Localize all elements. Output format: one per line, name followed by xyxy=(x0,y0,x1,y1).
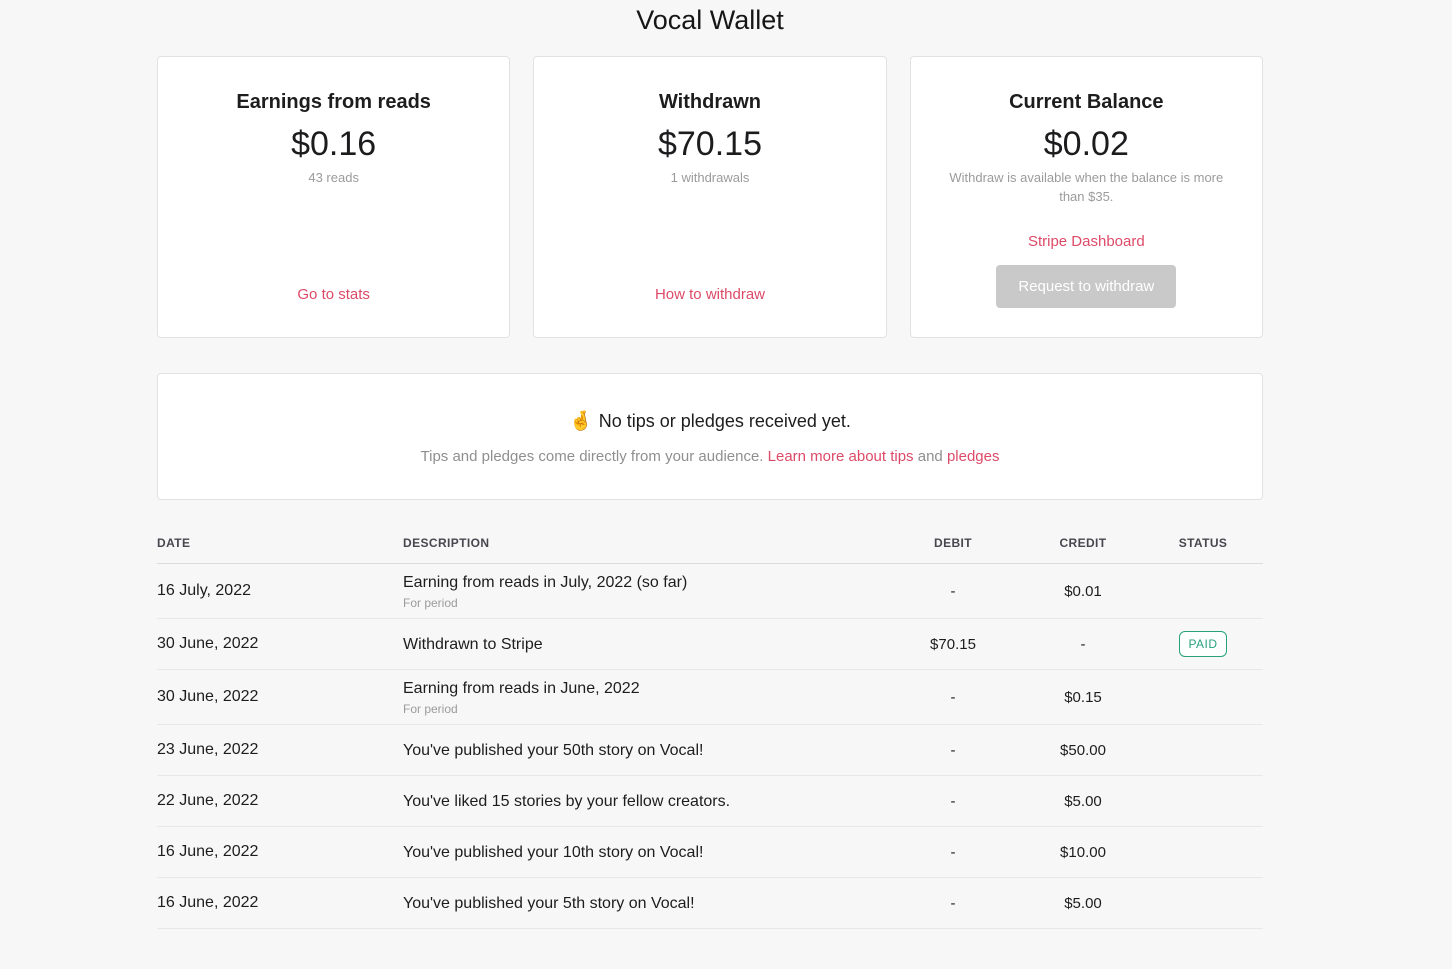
earnings-card-heading: Earnings from reads xyxy=(236,91,431,113)
transaction-credit: - xyxy=(1080,635,1086,653)
transaction-description: Earning from reads in June, 2022 For per… xyxy=(403,678,883,716)
withdrawn-card-heading: Withdrawn xyxy=(658,91,761,113)
earnings-amount: $0.16 xyxy=(291,125,377,163)
transaction-description: You've liked 15 stories by your fellow c… xyxy=(403,791,883,812)
column-header-description: Description xyxy=(403,536,490,550)
transaction-debit: $70.15 xyxy=(930,635,976,653)
column-header-debit: Debit xyxy=(934,536,972,550)
column-header-status: Status xyxy=(1178,536,1228,550)
learn-more-tips-link[interactable]: Learn more about tips xyxy=(767,448,914,465)
transaction-description-main: You've published your 5th story on Vocal… xyxy=(403,894,695,912)
transaction-description-main: Withdrawn to Stripe xyxy=(403,635,543,653)
stripe-dashboard-link[interactable]: Stripe Dashboard xyxy=(1027,233,1145,250)
column-header-credit: Credit xyxy=(1059,536,1107,550)
transaction-description-main: Earning from reads in July, 2022 (so far… xyxy=(403,574,688,591)
withdraw-threshold-note: Withdraw is available when the balance i… xyxy=(949,170,1224,204)
transaction-debit: - xyxy=(950,843,956,861)
transaction-date: 22 June, 2022 xyxy=(157,792,259,809)
transactions-table: Date Description Debit Credit Status 16 … xyxy=(157,536,1263,939)
transactions-header-row: Date Description Debit Credit Status xyxy=(157,536,1263,564)
transaction-description: Withdrawn to Stripe xyxy=(403,634,883,655)
summary-cards: Earnings from reads $0.16 43 reads Go to… xyxy=(157,56,1263,338)
transaction-credit: $5.00 xyxy=(1064,894,1102,912)
transaction-debit: - xyxy=(950,741,956,759)
go-to-stats-link[interactable]: Go to stats xyxy=(297,286,370,303)
earnings-reads-count: 43 reads xyxy=(308,170,359,185)
transaction-status: PAID xyxy=(1143,631,1263,657)
table-row: 16 June, 2022 You've published your 5th … xyxy=(157,878,1263,929)
transaction-date: 16 July, 2022 xyxy=(157,582,251,599)
transactions-body: 16 July, 2022 Earning from reads in July… xyxy=(157,564,1263,929)
tips-body: Tips and pledges come directly from your… xyxy=(158,448,1262,465)
withdrawn-card: Withdrawn $70.15 1 withdrawals How to wi… xyxy=(533,56,887,338)
table-row: 16 June, 2022 You've published your 10th… xyxy=(157,827,1263,878)
withdrawals-count: 1 withdrawals xyxy=(670,170,750,185)
request-withdraw-button[interactable]: Request to withdraw xyxy=(996,265,1177,308)
transaction-debit: - xyxy=(950,894,956,912)
transaction-credit: $50.00 xyxy=(1060,741,1106,759)
balance-amount: $0.02 xyxy=(1043,125,1129,163)
transaction-debit: - xyxy=(950,582,956,600)
table-row: 23 June, 2022 You've published your 50th… xyxy=(157,725,1263,776)
tips-notice: 🤞 No tips or pledges received yet. Tips a… xyxy=(157,373,1263,500)
page-title: Vocal Wallet xyxy=(636,5,784,35)
transaction-description: You've published your 10th story on Voca… xyxy=(403,842,883,863)
tips-body-middle: and xyxy=(913,448,947,465)
table-row: 30 June, 2022 Withdrawn to Stripe $70.15… xyxy=(157,619,1263,670)
tips-heading-text: No tips or pledges received yet. xyxy=(598,411,851,431)
crossed-fingers-emoji-icon: 🤞 xyxy=(569,411,593,432)
transaction-credit: $0.15 xyxy=(1064,688,1102,706)
transaction-credit: $10.00 xyxy=(1060,843,1106,861)
transaction-description-sub: For period xyxy=(403,702,458,716)
transaction-description-main: You've published your 50th story on Voca… xyxy=(403,741,704,759)
transaction-description-sub: For period xyxy=(403,596,458,610)
transaction-date: 23 June, 2022 xyxy=(157,741,259,758)
transaction-date: 16 June, 2022 xyxy=(157,894,259,911)
pledges-link[interactable]: pledges xyxy=(946,448,1000,465)
transaction-description: Earning from reads in July, 2022 (so far… xyxy=(403,572,883,610)
earnings-card: Earnings from reads $0.16 43 reads Go to… xyxy=(157,56,511,338)
table-row: 22 June, 2022 You've liked 15 stories by… xyxy=(157,776,1263,827)
tips-heading: 🤞 No tips or pledges received yet. xyxy=(158,409,1262,433)
transaction-description: You've published your 5th story on Vocal… xyxy=(403,893,883,914)
transaction-debit: - xyxy=(950,792,956,810)
how-to-withdraw-link[interactable]: How to withdraw xyxy=(654,286,766,303)
table-row: 30 June, 2022 Earning from reads in June… xyxy=(157,670,1263,725)
transaction-description: You've published your 50th story on Voca… xyxy=(403,740,883,761)
table-row: 16 July, 2022 Earning from reads in July… xyxy=(157,564,1263,619)
transaction-description-main: You've published your 10th story on Voca… xyxy=(403,843,704,861)
transaction-description-main: You've liked 15 stories by your fellow c… xyxy=(403,792,731,810)
transaction-credit: $5.00 xyxy=(1064,792,1102,810)
tips-body-prefix: Tips and pledges come directly from your… xyxy=(420,448,768,465)
transaction-date: 30 June, 2022 xyxy=(157,688,259,705)
transaction-credit: $0.01 xyxy=(1064,582,1102,600)
balance-card: Current Balance $0.02 Withdraw is availa… xyxy=(909,56,1263,338)
paid-status-badge: PAID xyxy=(1179,631,1227,657)
column-header-date: Date xyxy=(157,536,191,550)
balance-card-heading: Current Balance xyxy=(1009,91,1164,113)
transaction-date: 30 June, 2022 xyxy=(157,635,259,652)
transaction-debit: - xyxy=(950,688,956,706)
transaction-description-main: Earning from reads in June, 2022 xyxy=(403,680,640,697)
withdrawn-amount: $70.15 xyxy=(657,125,762,163)
transaction-date: 16 June, 2022 xyxy=(157,843,259,860)
wallet-page: Vocal Wallet Earnings from reads $0.16 4… xyxy=(157,0,1263,939)
